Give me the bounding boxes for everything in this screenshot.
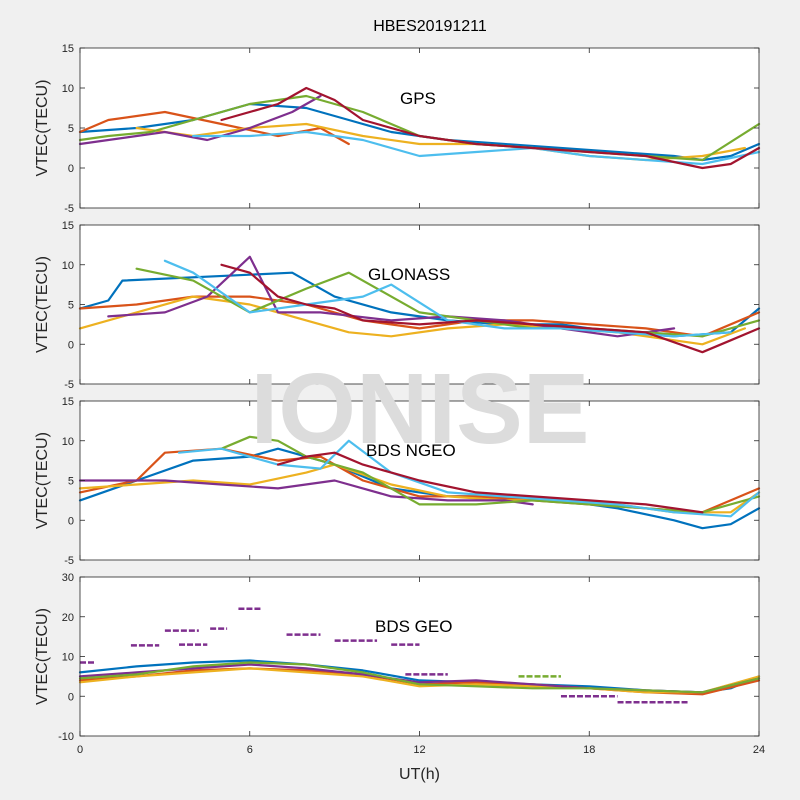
y-tick-label: 5 xyxy=(68,476,74,488)
panel-label: GLONASS xyxy=(368,265,450,284)
y-tick-label: 10 xyxy=(62,652,74,664)
y-tick-label: 0 xyxy=(68,163,74,175)
series-line xyxy=(78,479,534,506)
y-tick-label: 20 xyxy=(62,612,74,624)
series-line xyxy=(220,86,761,170)
x-tick-label: 12 xyxy=(413,744,425,756)
y-tick-label: 30 xyxy=(62,572,74,584)
y-tick-label: 15 xyxy=(62,396,74,408)
y-tick-label: -10 xyxy=(58,731,74,743)
series-line xyxy=(192,130,761,166)
plot-area xyxy=(80,48,759,208)
series-line xyxy=(78,667,761,694)
series-line xyxy=(220,263,761,354)
y-axis-label: VTEC(TECU) xyxy=(34,256,51,353)
x-tick-label: 18 xyxy=(583,744,595,756)
x-tick-label: 0 xyxy=(77,744,83,756)
panels: -5 0 5 10 15 VTEC(TECU) GPS -5 0 5 10 15 VTEC(TECU) G… xyxy=(34,43,765,783)
panel-label: BDS GEO xyxy=(375,617,452,636)
panel-label: GPS xyxy=(400,89,436,108)
series-line xyxy=(78,94,322,146)
watermark: IONISE xyxy=(251,353,590,465)
y-tick-label: 10 xyxy=(62,83,74,95)
y-tick-label: -5 xyxy=(64,203,74,215)
y-tick-label: 5 xyxy=(68,123,74,135)
y-axis-label: VTEC(TECU) xyxy=(34,608,51,705)
series-line xyxy=(135,122,747,162)
y-axis-label: VTEC(TECU) xyxy=(34,80,51,177)
plot-area xyxy=(80,577,759,736)
y-tick-label: 15 xyxy=(62,220,74,232)
y-tick-label: 0 xyxy=(68,339,74,351)
chart-title: HBES20191211 xyxy=(373,18,487,35)
x-tick-label: 24 xyxy=(753,744,765,756)
y-tick-label: 0 xyxy=(68,691,74,703)
panel-2: -5 0 5 10 15 VTEC(TECU) BDS NGEO xyxy=(34,396,761,567)
series-line xyxy=(78,661,761,694)
y-tick-label: -5 xyxy=(64,555,74,567)
y-tick-label: 10 xyxy=(62,260,74,272)
plot-area xyxy=(80,225,759,384)
x-axis-label: UT(h) xyxy=(399,766,440,783)
y-tick-label: 10 xyxy=(62,436,74,448)
series-line xyxy=(163,259,732,338)
y-tick-label: 5 xyxy=(68,300,74,312)
y-tick-label: -5 xyxy=(64,379,74,391)
panel-label: BDS NGEO xyxy=(366,441,456,460)
y-tick-label: 0 xyxy=(68,515,74,527)
panel-1: -5 0 5 10 15 VTEC(TECU) GLONASS xyxy=(34,220,761,391)
series-line xyxy=(276,451,704,514)
y-axis-label: VTEC(TECU) xyxy=(34,432,51,529)
x-tick-label: 6 xyxy=(247,744,253,756)
panel-0: -5 0 5 10 15 VTEC(TECU) GPS xyxy=(34,43,761,215)
y-tick-label: 15 xyxy=(62,43,74,55)
